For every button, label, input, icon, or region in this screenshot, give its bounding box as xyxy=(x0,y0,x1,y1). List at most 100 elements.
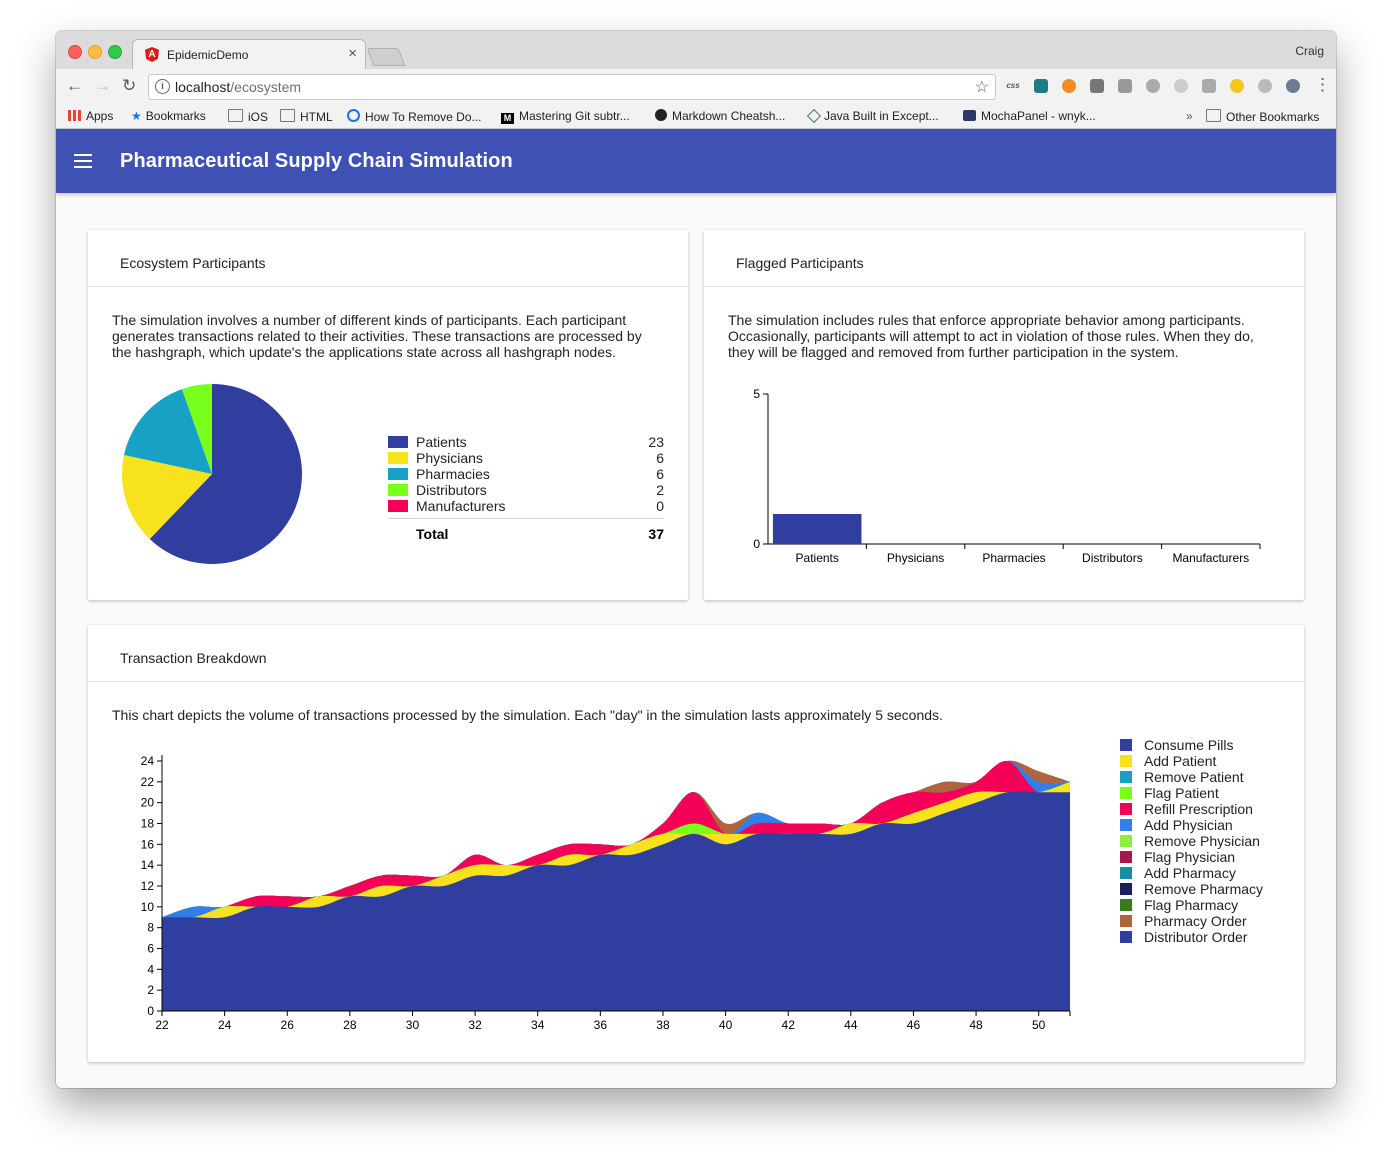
legend-label: Add Patient xyxy=(1144,753,1217,769)
legend-value: 6 xyxy=(656,466,664,482)
menu-icon[interactable] xyxy=(74,154,94,168)
x-tick-label: Distributors xyxy=(1082,551,1143,565)
y-tick-label: 6 xyxy=(147,942,154,956)
reload-icon[interactable]: ↻ xyxy=(122,76,137,95)
profile-name[interactable]: Craig xyxy=(1295,44,1324,58)
extension-icon[interactable] xyxy=(1286,79,1300,93)
legend-label: Distributor Order xyxy=(1144,929,1248,945)
x-tick-label: 34 xyxy=(531,1018,545,1032)
legend-label: Refill Prescription xyxy=(1144,801,1253,817)
minimize-window-button[interactable] xyxy=(88,45,102,59)
url-host: localhost xyxy=(175,79,231,95)
x-tick-label: 50 xyxy=(1032,1018,1046,1032)
extension-icon[interactable] xyxy=(1034,79,1048,93)
extension-icon[interactable] xyxy=(1090,79,1104,93)
y-tick-label: 0 xyxy=(753,537,760,551)
browser-tab[interactable]: A EpidemicDemo × xyxy=(132,39,366,70)
legend-label: Add Physician xyxy=(1144,817,1233,833)
legend-swatch xyxy=(1120,819,1132,831)
y-tick-label: 12 xyxy=(141,879,155,893)
extension-icon[interactable] xyxy=(1202,79,1216,93)
legend-label: Manufacturers xyxy=(416,498,506,514)
bookmark-other[interactable]: Other Bookmarks xyxy=(1206,109,1319,124)
url-path: /ecosystem xyxy=(230,79,302,95)
legend-swatch xyxy=(1120,771,1132,783)
bookmark-star-icon[interactable]: ☆ xyxy=(974,79,989,96)
new-tab-button[interactable] xyxy=(366,48,406,66)
apps-grid-icon xyxy=(68,110,81,121)
transaction-legend: Consume Pills Add Patient Remove Patient Fl… xyxy=(1120,737,1290,949)
legend-label: Remove Pharmacy xyxy=(1144,881,1264,897)
bookmark-java-exceptions[interactable]: Java Built in Except... xyxy=(806,108,939,124)
address-bar[interactable]: i localhost/ecosystem ☆ xyxy=(148,74,996,100)
url-text[interactable]: localhost/ecosystem xyxy=(175,79,301,95)
browser-menu-icon[interactable]: ⋮ xyxy=(1314,75,1331,94)
folder-icon xyxy=(1206,109,1221,122)
pie-slice xyxy=(122,455,212,539)
bookmarks-overflow-icon[interactable]: » xyxy=(1186,109,1193,123)
legend-swatch xyxy=(1120,931,1132,943)
bookmark-how-to-remove[interactable]: How To Remove Do... xyxy=(347,109,482,124)
extension-icon[interactable] xyxy=(1146,79,1160,93)
bookmark-mastering-git[interactable]: M Mastering Git subtr... xyxy=(501,109,630,124)
y-tick-label: 5 xyxy=(753,387,760,401)
x-tick-label: Physicians xyxy=(887,551,944,565)
x-tick-label: 40 xyxy=(719,1018,733,1032)
legend-swatch xyxy=(1120,787,1132,799)
browser-window: A EpidemicDemo × Craig ← → ↻ i localhost… xyxy=(56,31,1336,1088)
site-info-icon[interactable]: i xyxy=(155,79,170,94)
pie-slice xyxy=(149,384,303,564)
card-description: The simulation includes rules that enfor… xyxy=(728,312,1254,360)
bookmarks-bar: Apps ★ Bookmarks iOS HTML How To Remove D… xyxy=(56,103,1336,129)
pie-slice xyxy=(182,384,212,474)
extension-icon[interactable] xyxy=(1230,79,1244,93)
legend-swatch xyxy=(1120,851,1132,863)
x-tick-label: 44 xyxy=(844,1018,858,1032)
legend-label: Add Pharmacy xyxy=(1144,865,1236,881)
zoom-window-button[interactable] xyxy=(108,45,122,59)
legend-value: 6 xyxy=(656,450,664,466)
card-title: Transaction Breakdown xyxy=(120,650,267,666)
medium-icon: M xyxy=(501,113,514,124)
description-line: The simulation involves a number of diff… xyxy=(112,312,627,328)
close-window-button[interactable] xyxy=(68,45,82,59)
bookmark-bookmarks[interactable]: ★ Bookmarks xyxy=(131,109,206,123)
legend-value: 0 xyxy=(656,498,664,514)
bar xyxy=(772,514,862,544)
extension-icon[interactable] xyxy=(1174,79,1188,93)
css-extension-icon[interactable]: css xyxy=(1006,81,1020,90)
transaction-breakdown-card: Transaction Breakdown This chart depicts… xyxy=(88,625,1304,1062)
legend-label: Remove Physician xyxy=(1144,833,1260,849)
bookmark-ios[interactable]: iOS xyxy=(228,109,268,124)
folder-icon xyxy=(280,109,295,122)
bookmark-label: Bookmarks xyxy=(145,109,206,123)
participants-pie-chart xyxy=(122,384,303,564)
y-tick-label: 2 xyxy=(147,983,154,997)
y-tick-label: 20 xyxy=(141,796,155,810)
bookmark-apps[interactable]: Apps xyxy=(68,109,113,123)
description-line: they will be flagged and removed from fu… xyxy=(728,344,1179,360)
close-tab-icon[interactable]: × xyxy=(348,45,357,62)
legend-label: Distributors xyxy=(416,482,487,498)
extension-icon[interactable] xyxy=(1118,79,1132,93)
bookmark-markdown[interactable]: Markdown Cheatsh... xyxy=(655,109,785,123)
forward-arrow-icon[interactable]: → xyxy=(94,76,111,95)
x-tick-label: 48 xyxy=(969,1018,983,1032)
x-tick-label: 26 xyxy=(281,1018,295,1032)
extension-icon[interactable] xyxy=(1258,79,1272,93)
legend-label: Pharmacies xyxy=(416,466,490,482)
legend-swatch xyxy=(1120,867,1132,879)
legend-swatch xyxy=(1120,883,1132,895)
bookmark-label: Markdown Cheatsh... xyxy=(672,109,786,123)
back-arrow-icon[interactable]: ← xyxy=(66,76,83,95)
card-title: Flagged Participants xyxy=(736,255,864,271)
bookmark-html[interactable]: HTML xyxy=(280,109,333,124)
extension-icon[interactable] xyxy=(1062,79,1076,93)
pie-slice xyxy=(124,389,212,474)
bookmark-mochapanel[interactable]: MochaPanel - wnyk... xyxy=(963,109,1096,123)
x-tick-label: 46 xyxy=(907,1018,921,1032)
legend-swatch xyxy=(1120,835,1132,847)
x-tick-label: Manufacturers xyxy=(1172,551,1249,565)
legend-label: Flag Pharmacy xyxy=(1144,897,1239,913)
